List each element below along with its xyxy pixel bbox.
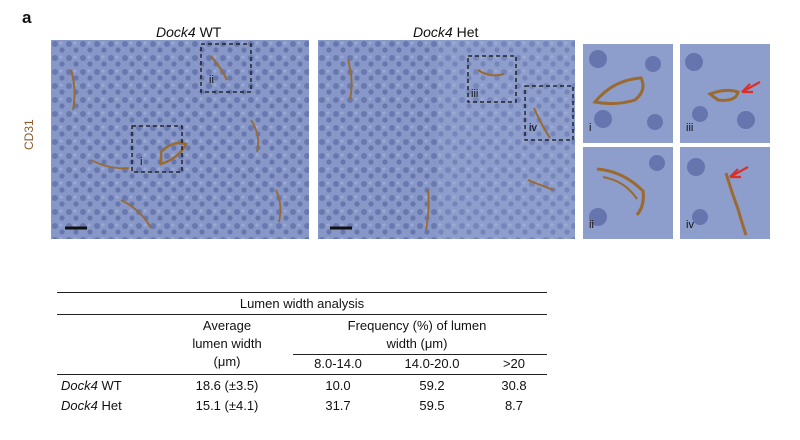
freq-subrule: [293, 354, 547, 355]
zoom-label-iv: iv: [686, 219, 694, 231]
bin-2: 14.0-20.0: [404, 356, 460, 371]
zoom-tile-ii-image: [583, 147, 673, 239]
zoom-tile-iii: iii: [680, 44, 770, 143]
header-het-gene: Dock4: [413, 24, 453, 40]
y-axis-label: CD31: [22, 119, 36, 150]
row-wt-avg: 18.6 (±3.5): [195, 378, 259, 393]
col-avg-line3: (μm): [213, 354, 241, 369]
row-het-avg: 15.1 (±4.1): [195, 398, 259, 413]
bin-1: 8.0-14.0: [314, 356, 362, 371]
inset-label-iv-het: iv: [529, 122, 537, 134]
zoom-label-iii: iii: [686, 122, 694, 134]
zoom-tile-iii-image: [680, 44, 770, 143]
zoom-label-i: i: [589, 122, 592, 134]
row-het-f3: 8.7: [504, 398, 524, 413]
inset-label-iii-het: iii: [471, 88, 479, 100]
zoom-tile-i-image: [583, 44, 673, 143]
micrograph-wt-image: [51, 40, 309, 239]
zoom-tile-ii: ii: [583, 147, 673, 239]
table-title: Lumen width analysis: [239, 296, 365, 311]
col-avg-line1: Average: [202, 318, 252, 333]
zoom-tile-iv: iv: [680, 147, 770, 239]
inset-label-ii-wt: ii: [209, 74, 214, 86]
row-wt-genotype: WT: [101, 378, 122, 393]
row-het-genotype: Het: [101, 398, 122, 413]
header-wt-genotype: WT: [199, 24, 222, 40]
row-wt-f2: 59.2: [419, 378, 445, 393]
header-het: Dock4 Het: [413, 24, 478, 40]
table-top-rule: [57, 292, 547, 293]
col-avg-line2: lumen width: [192, 336, 262, 351]
header-wt: Dock4 WT: [156, 24, 221, 40]
col-freq-line1: Frequency (%) of lumen: [347, 318, 487, 333]
col-freq-line2: width (μm): [386, 336, 448, 351]
micrograph-het: iii iv: [318, 40, 575, 239]
zoom-label-ii: ii: [589, 219, 594, 231]
panel-letter: a: [22, 8, 32, 27]
header-wt-gene: Dock4: [156, 24, 196, 40]
table-header-rule: [57, 374, 547, 375]
row-label-wt: Dock4 WT: [61, 378, 122, 393]
table-title-rule: [57, 314, 547, 315]
bin-3: >20: [502, 356, 526, 371]
zoom-tile-i: i: [583, 44, 673, 143]
inset-label-i-wt: i: [140, 156, 143, 168]
row-het-f2: 59.5: [419, 398, 445, 413]
micrograph-het-image: [318, 40, 575, 239]
row-het-gene: Dock4: [61, 398, 98, 413]
row-het-f1: 31.7: [325, 398, 351, 413]
row-wt-gene: Dock4: [61, 378, 98, 393]
row-wt-f3: 30.8: [501, 378, 527, 393]
header-het-genotype: Het: [456, 24, 479, 40]
micrograph-wt: i ii: [51, 40, 309, 239]
zoom-tile-iv-image: [680, 147, 770, 239]
row-label-het: Dock4 Het: [61, 398, 122, 413]
row-wt-f1: 10.0: [325, 378, 351, 393]
